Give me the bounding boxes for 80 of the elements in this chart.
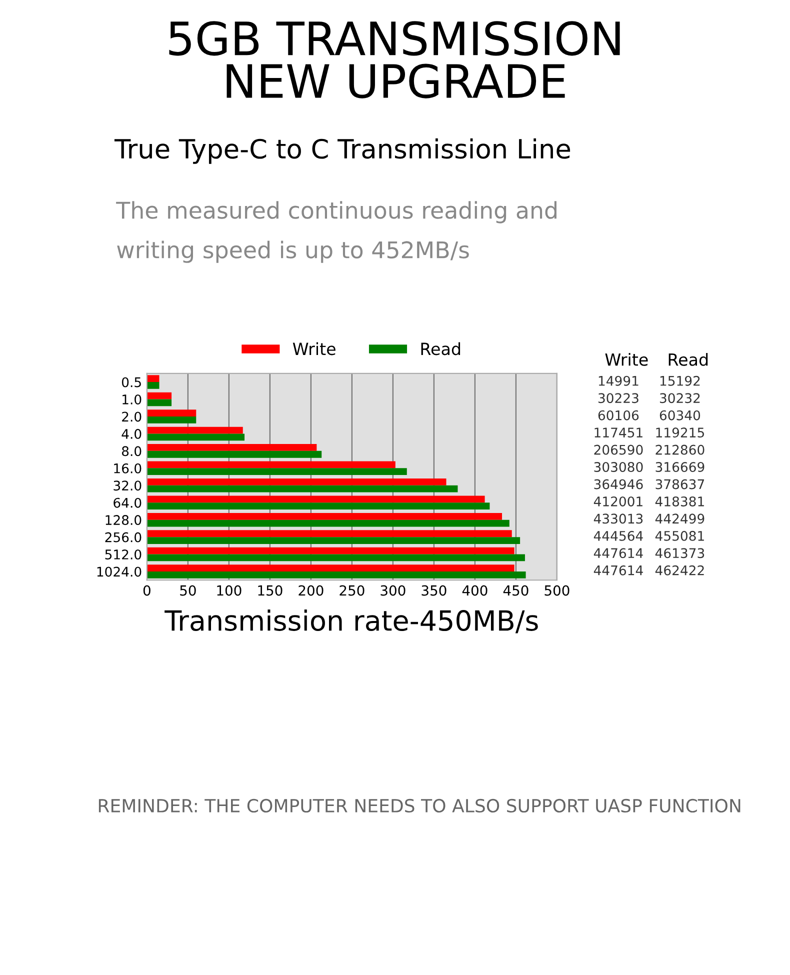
- text: 461373: [655, 548, 704, 558]
- bar: [146, 410, 196, 416]
- bar: [146, 537, 520, 544]
- bar: [146, 554, 525, 562]
- bar: [146, 382, 160, 389]
- text: 455081: [655, 530, 704, 541]
- text: 30223: [598, 393, 638, 404]
- y-tick-label: 2.0: [122, 412, 142, 422]
- y-tick-label: 8.0: [122, 446, 142, 456]
- bar: [146, 496, 485, 503]
- x-tick-label: 400: [462, 585, 488, 596]
- text: 447614: [594, 548, 643, 558]
- text: 442499: [655, 514, 704, 524]
- text: 60340: [660, 410, 700, 420]
- x-axis-title: Transmission rate-450MB/s: [164, 610, 538, 634]
- y-tick-label: 16.0: [114, 463, 142, 474]
- x-tick-label: 250: [340, 585, 364, 596]
- text: 14991: [598, 376, 638, 386]
- text: 418381: [655, 496, 704, 506]
- bar: [146, 375, 160, 382]
- text: 412001: [594, 496, 642, 506]
- bar: [146, 444, 317, 451]
- y-tick-label: 0.5: [122, 377, 141, 388]
- y-tick-label: 1024.0: [97, 566, 142, 577]
- bar: [146, 547, 514, 554]
- text: 316669: [656, 462, 704, 472]
- text: 117451: [594, 428, 642, 438]
- bar: [146, 416, 196, 424]
- text: 60106: [598, 410, 639, 420]
- text: 206590: [594, 444, 643, 455]
- text: 462422: [655, 565, 704, 576]
- y-tick-label: 256.0: [105, 532, 142, 542]
- text: 378637: [656, 479, 704, 490]
- text: The measured continuous reading and writing speed is up to 452MB/s: [116, 201, 556, 263]
- y-tick-label: 1.0: [122, 394, 142, 404]
- text: 15192: [660, 376, 700, 386]
- bar: [146, 392, 172, 400]
- bar: [146, 461, 396, 468]
- y-tick-label: 32.0: [114, 480, 142, 491]
- bar: [146, 485, 458, 492]
- text: 303080: [594, 462, 643, 472]
- text: REMINDER: THE COMPUTER NEEDS TO ALSO SUPPORT UASP FUNCTION: [98, 798, 740, 813]
- bar: [146, 450, 322, 458]
- bar: [146, 520, 510, 527]
- x-tick-label: 450: [503, 585, 528, 596]
- bar: [146, 564, 514, 572]
- text: 30232: [660, 393, 700, 404]
- x-tick-label: 300: [380, 585, 406, 596]
- x-tick-label: 350: [422, 585, 446, 596]
- x-tick-label: 0: [143, 585, 150, 596]
- y-tick-label: 512.0: [105, 550, 142, 560]
- bar: [146, 434, 245, 441]
- bar: [146, 512, 502, 520]
- bar: [146, 572, 526, 578]
- bar: [146, 399, 172, 406]
- text: 433013: [594, 514, 643, 524]
- legend-label: Write: [292, 342, 336, 356]
- chart-subtitle: True Type-C to C Transmission Line: [114, 138, 570, 164]
- y-tick-label: 4.0: [122, 428, 142, 439]
- text: 447614: [594, 565, 643, 576]
- text: Write: [605, 352, 648, 366]
- text: 444564: [594, 530, 643, 541]
- x-tick-label: 200: [298, 585, 324, 596]
- x-tick-label: 50: [180, 585, 196, 596]
- text: 119215: [656, 428, 704, 438]
- bar: [146, 530, 512, 538]
- text: Read: [668, 352, 708, 366]
- legend-label: Read: [421, 342, 460, 356]
- x-tick-label: 100: [217, 585, 242, 596]
- bar: [146, 478, 446, 486]
- x-tick-label: 150: [258, 585, 282, 596]
- x-tick-label: 500: [544, 585, 570, 596]
- bar: [146, 426, 243, 434]
- text: 212860: [656, 444, 704, 455]
- text: 364946: [594, 479, 643, 490]
- y-tick-label: 128.0: [106, 515, 142, 526]
- bar: [146, 502, 490, 510]
- bar: [146, 468, 407, 476]
- chart-title: 5GB TRANSMISSION NEW UPGRADE: [169, 21, 620, 98]
- y-tick-label: 64.0: [114, 498, 142, 508]
